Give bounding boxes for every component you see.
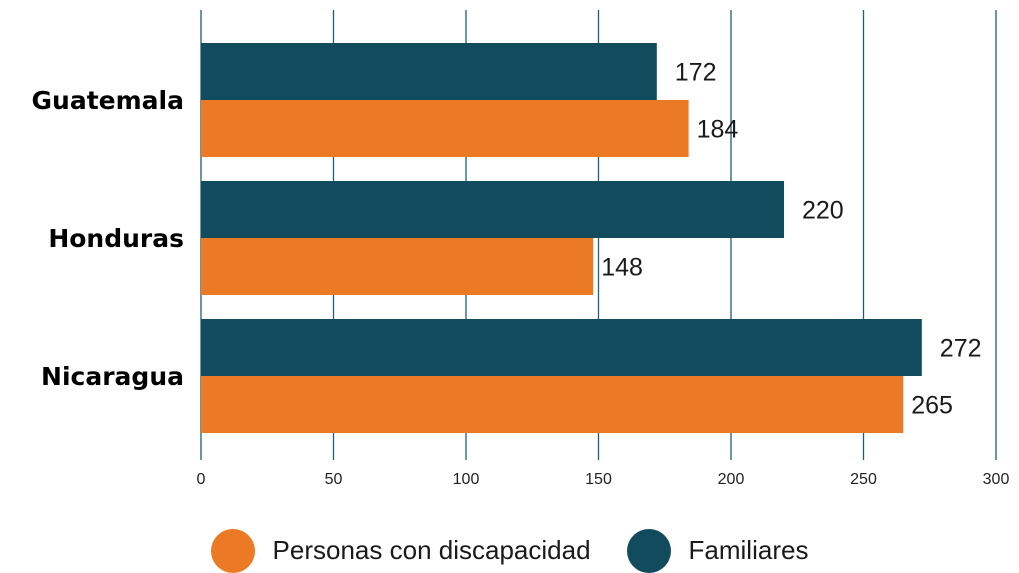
legend-label-familiares: Familiares	[688, 535, 809, 565]
data-labels: 172 184 220 148 272 265	[601, 59, 981, 420]
x-tick-label: 200	[718, 471, 745, 488]
legend-label-personas: Personas con discapacidad	[272, 535, 591, 565]
category-label: Nicaragua	[41, 362, 184, 391]
bar	[201, 43, 657, 100]
bar	[201, 319, 922, 376]
x-tick-label: 250	[850, 471, 877, 488]
bar-chart: 172 184 220 148 272 265 Guatemala Honduras Nica…	[32, 10, 1010, 488]
x-tick-label: 150	[585, 471, 612, 488]
legend-item-familiares: Familiares	[626, 528, 809, 573]
bar	[201, 238, 594, 295]
x-tick-label: 0	[197, 471, 206, 488]
legend-swatch-personas	[210, 528, 255, 573]
bar	[201, 376, 904, 433]
category-label: Honduras	[48, 224, 184, 253]
x-tick-labels: 0 50 100 150 200 250 300	[197, 471, 1010, 488]
data-label: 272	[940, 335, 982, 363]
data-label: 265	[911, 392, 953, 420]
data-label: 220	[802, 197, 844, 225]
x-tick-label: 100	[453, 471, 480, 488]
data-label: 172	[675, 59, 717, 87]
data-label: 184	[697, 116, 739, 144]
bars	[201, 43, 922, 433]
x-tick-label: 50	[325, 471, 343, 488]
legend-swatch-familiares	[626, 528, 671, 573]
category-labels: Guatemala Honduras Nicaragua	[32, 86, 184, 391]
data-label: 148	[601, 254, 643, 282]
bar	[201, 100, 689, 157]
legend: Personas con discapacidad Familiares	[0, 528, 1019, 573]
x-tick-label: 300	[983, 471, 1010, 488]
legend-item-personas: Personas con discapacidad	[210, 528, 591, 573]
category-label: Guatemala	[32, 86, 184, 115]
bar	[201, 181, 784, 238]
